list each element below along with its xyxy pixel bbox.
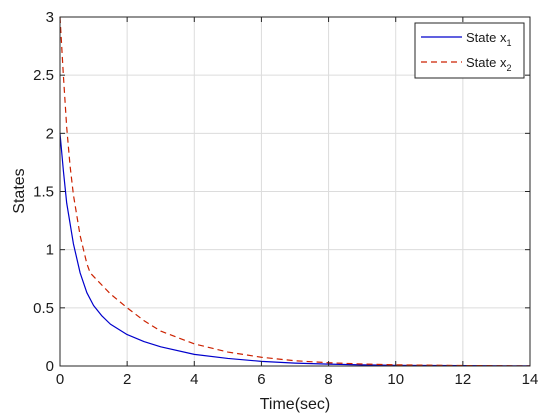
x-tick-label: 12: [455, 371, 472, 388]
x-tick-label: 10: [387, 371, 404, 388]
x-tick-label: 2: [123, 371, 131, 388]
series-line-state-x2: [59, 16, 531, 367]
y-tick-label: 2.5: [33, 67, 54, 84]
y-tick-label: 1: [46, 242, 54, 259]
legend-label-subscript: 1: [506, 38, 511, 48]
legend-label-main: State x: [466, 30, 507, 45]
x-tick-label: 14: [522, 371, 539, 388]
legend-entry-state-x2: State x2: [466, 55, 511, 73]
legend-box: [414, 22, 525, 79]
legend: State x1 State x2: [414, 22, 525, 79]
legend-label-subscript: 2: [506, 63, 511, 73]
y-axis-label: States: [11, 168, 28, 213]
x-tick-label: 0: [56, 371, 64, 388]
x-tick-label: 6: [257, 371, 265, 388]
x-axis-label: Time(sec): [260, 396, 331, 413]
y-tick-label: 0.5: [33, 300, 54, 317]
y-tick-label: 1.5: [33, 184, 54, 201]
legend-entry-state-x1: State x1: [466, 30, 511, 48]
x-tick-label: 8: [324, 371, 332, 388]
axis-ticks: [59, 16, 531, 367]
series-line-state-x1: [59, 133, 531, 367]
x-tick-labels: 0 2 4 6 8 10 12 14: [56, 371, 539, 388]
y-tick-label: 0: [46, 358, 54, 375]
x-tick-label: 4: [190, 371, 198, 388]
y-tick-label: 3: [46, 9, 54, 26]
legend-label-main: State x: [466, 55, 507, 70]
y-tick-labels: 0 0.5 1 1.5 2 2.5 3: [33, 9, 54, 375]
series-layer: [59, 16, 531, 367]
y-tick-label: 2: [46, 125, 54, 142]
